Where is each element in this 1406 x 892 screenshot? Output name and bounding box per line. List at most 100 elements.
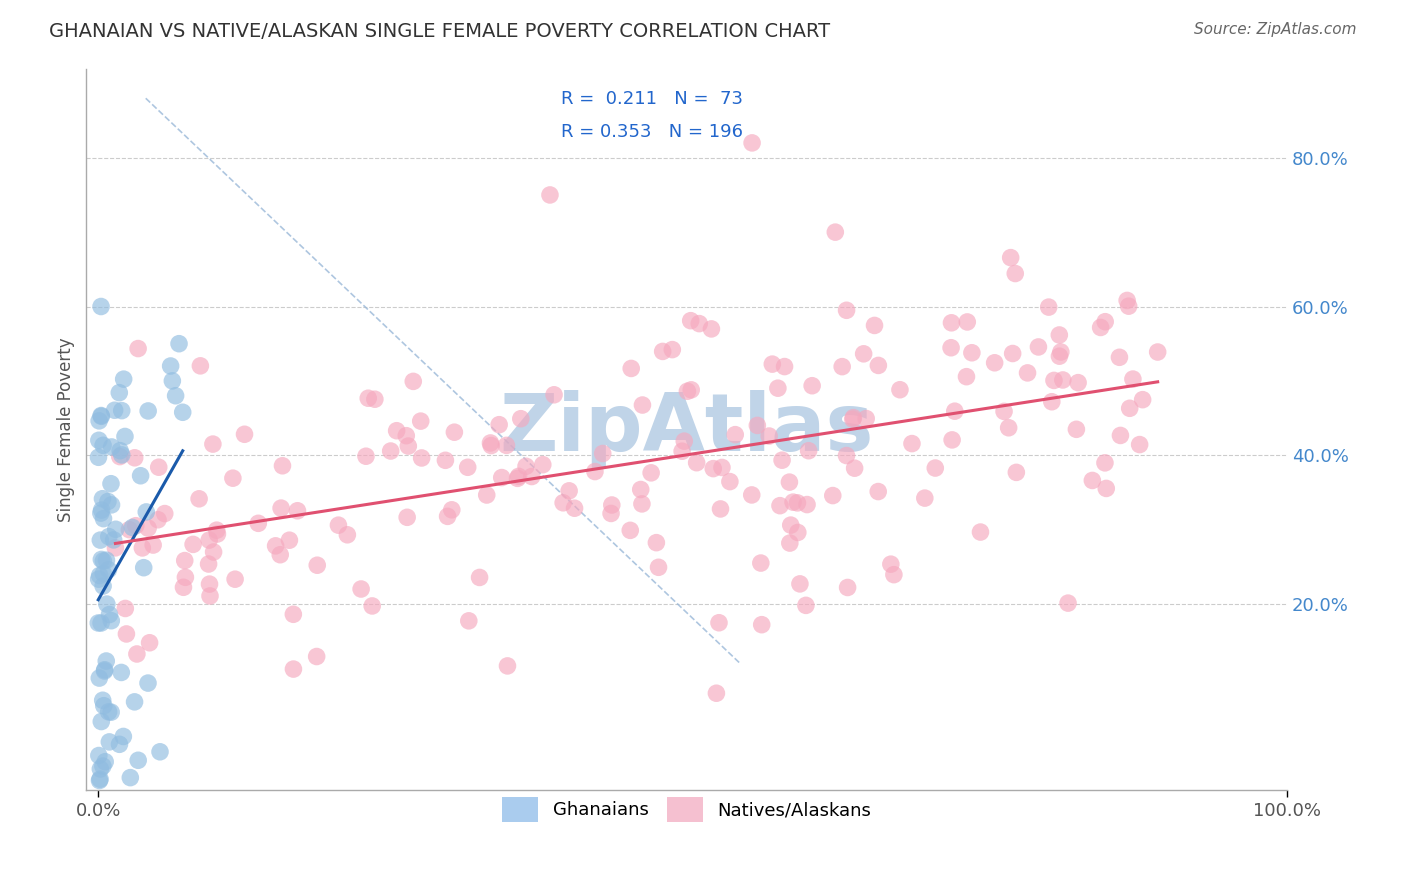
Point: [287, 504, 309, 518]
Point: [307, 558, 329, 573]
Point: [983, 356, 1005, 370]
Point: [956, 315, 979, 329]
Point: [1090, 320, 1112, 334]
Point: [1040, 394, 1063, 409]
Point: [747, 418, 769, 433]
Point: [100, 614, 122, 628]
Point: [395, 428, 418, 442]
Point: [707, 615, 730, 630]
Point: [758, 429, 780, 443]
Point: [782, 495, 804, 509]
Point: [190, 359, 212, 373]
Point: [496, 659, 519, 673]
Point: [174, 570, 197, 584]
Point: [661, 343, 683, 357]
Point: [1109, 428, 1132, 442]
Point: [1038, 300, 1060, 314]
Point: [146, 513, 169, 527]
Point: [357, 391, 380, 405]
Point: [741, 488, 763, 502]
Point: [396, 439, 419, 453]
Point: [538, 188, 561, 202]
Point: [789, 577, 811, 591]
Point: [1000, 251, 1022, 265]
Point: [786, 525, 808, 540]
Point: [87, 572, 110, 586]
Point: [87, 615, 110, 630]
Point: [681, 383, 703, 397]
Point: [108, 385, 131, 400]
Point: [685, 456, 707, 470]
Point: [837, 581, 859, 595]
Point: [124, 695, 146, 709]
Point: [385, 424, 408, 438]
Point: [112, 372, 135, 386]
Point: [100, 705, 122, 719]
Point: [233, 427, 256, 442]
Point: [90, 615, 112, 630]
Point: [1017, 366, 1039, 380]
Point: [89, 762, 111, 776]
Point: [1122, 372, 1144, 386]
Point: [1116, 293, 1139, 308]
Point: [97, 530, 120, 544]
Point: [889, 383, 911, 397]
Point: [620, 361, 643, 376]
Point: [104, 522, 127, 536]
Point: [127, 342, 149, 356]
Point: [162, 374, 184, 388]
Point: [197, 557, 219, 571]
Point: [868, 359, 890, 373]
Point: [475, 488, 498, 502]
Point: [104, 403, 127, 417]
Point: [127, 753, 149, 767]
Point: [491, 470, 513, 484]
Point: [457, 460, 479, 475]
Point: [709, 502, 731, 516]
Point: [955, 369, 977, 384]
Point: [436, 509, 458, 524]
Point: [198, 533, 221, 547]
Point: [671, 444, 693, 458]
Point: [506, 471, 529, 485]
Point: [91, 759, 114, 773]
Point: [97, 563, 120, 577]
Point: [786, 496, 808, 510]
Point: [645, 535, 668, 549]
Point: [173, 553, 195, 567]
Point: [619, 524, 641, 538]
Point: [114, 429, 136, 443]
Point: [688, 317, 710, 331]
Point: [90, 300, 112, 314]
Point: [631, 497, 654, 511]
Point: [1118, 401, 1140, 416]
Point: [1067, 376, 1090, 390]
Point: [779, 536, 801, 550]
Point: [821, 489, 844, 503]
Text: GHANAIAN VS NATIVE/ALASKAN SINGLE FEMALE POVERTY CORRELATION CHART: GHANAIAN VS NATIVE/ALASKAN SINGLE FEMALE…: [49, 22, 831, 41]
Point: [104, 541, 127, 555]
Point: [411, 450, 433, 465]
Point: [114, 601, 136, 615]
Point: [96, 553, 118, 567]
Point: [751, 617, 773, 632]
Point: [89, 773, 111, 788]
Point: [749, 556, 772, 570]
Text: R =  0.211   N =  73: R = 0.211 N = 73: [561, 90, 742, 108]
Point: [124, 450, 146, 465]
Point: [531, 458, 554, 472]
Point: [91, 693, 114, 707]
Point: [100, 476, 122, 491]
Point: [91, 491, 114, 506]
Point: [479, 438, 502, 452]
Point: [87, 434, 110, 448]
Point: [97, 494, 120, 508]
Point: [647, 560, 669, 574]
Point: [131, 541, 153, 555]
Point: [115, 627, 138, 641]
Point: [172, 580, 194, 594]
Point: [135, 505, 157, 519]
Point: [842, 412, 865, 426]
Point: [278, 533, 301, 548]
Point: [283, 662, 305, 676]
